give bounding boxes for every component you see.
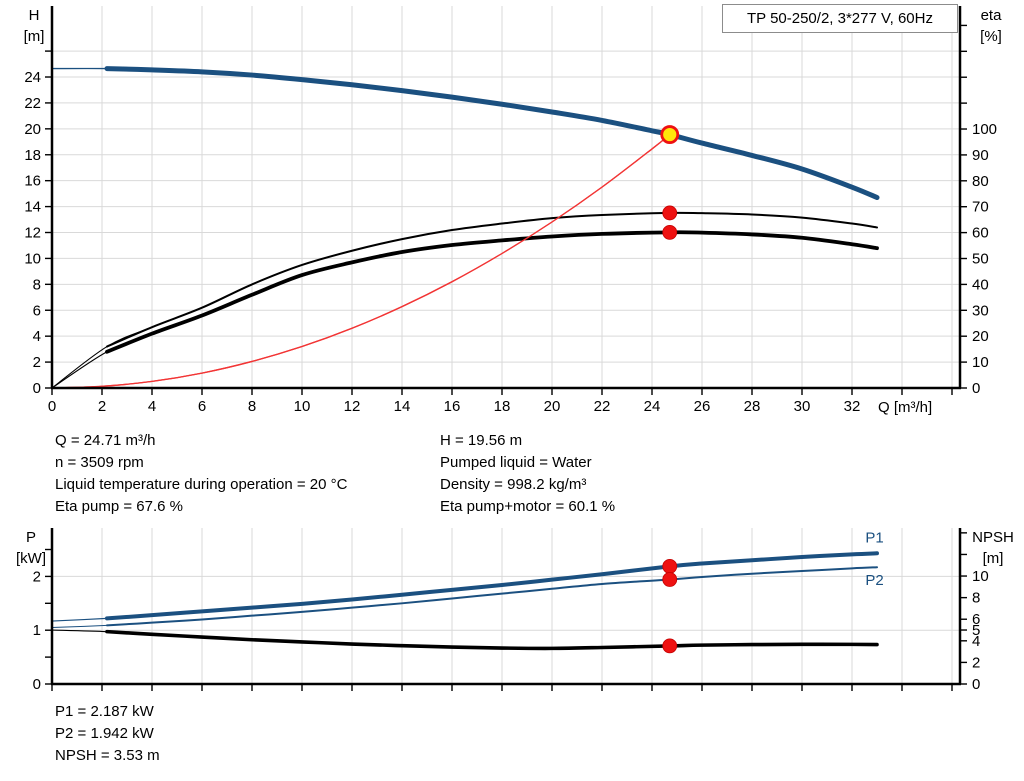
y-right-tick-label: 2 <box>972 654 980 671</box>
npsh-axis-unit: [m] <box>982 550 1004 567</box>
y-right-tick-label: 0 <box>972 676 980 693</box>
y-right-tick-label: 50 <box>972 251 989 268</box>
p-axis-symbol: P <box>25 529 36 546</box>
h-axis-symbol: H <box>28 7 40 24</box>
y-left-tick-label: 6 <box>33 302 41 319</box>
duty-dot-marker <box>662 572 678 587</box>
x-tick-label: 2 <box>98 398 106 415</box>
duty-point-marker <box>660 125 680 144</box>
y-right-tick-label: 20 <box>972 328 989 345</box>
y-left-tick-label: 2 <box>33 568 41 585</box>
y-left-tick-label: 16 <box>24 173 41 190</box>
y-right-tick-label: 10 <box>972 568 989 585</box>
y-left-tick-label: 20 <box>24 121 41 138</box>
eta-axis-label: eta [%] <box>968 5 1014 47</box>
npsh-axis-label: NPSH [m] <box>964 527 1022 569</box>
y-right-tick-label: 5 <box>972 622 980 639</box>
system-curve <box>51 133 671 389</box>
info-liquid-temp: Liquid temperature during operation = 20… <box>55 476 348 493</box>
x-tick-label: 32 <box>844 398 861 415</box>
head-curve <box>104 66 880 201</box>
y-left-tick-label: 0 <box>33 380 41 397</box>
x-tick-label: 24 <box>644 398 661 415</box>
x-tick-label: 0 <box>48 398 56 415</box>
y-right-tick-label: 30 <box>972 302 989 319</box>
x-tick-label: 18 <box>494 398 511 415</box>
y-right-tick-label: 90 <box>972 147 989 164</box>
y-left-tick-label: 12 <box>24 225 41 242</box>
info-eta-pump: Eta pump = 67.6 % <box>55 498 183 515</box>
x-tick-label: 28 <box>744 398 761 415</box>
info-q: Q = 24.71 m³/h <box>55 432 156 449</box>
info-h: H = 19.56 m <box>440 432 523 449</box>
p-axis-label: P [kW] <box>8 527 54 569</box>
p2-curve <box>106 566 878 627</box>
y-right-tick-label: 4 <box>972 633 980 650</box>
eta-pump-curve <box>106 211 878 348</box>
x-tick-label: 12 <box>344 398 361 415</box>
y-left-tick-label: 24 <box>24 69 41 86</box>
y-right-tick-label: 80 <box>972 173 989 190</box>
x-tick-label: 22 <box>594 398 611 415</box>
info-density: Density = 998.2 kg/m³ <box>440 476 587 493</box>
x-tick-label: 20 <box>544 398 561 415</box>
y-left-tick-label: 4 <box>33 328 41 345</box>
p1-curve <box>105 551 879 621</box>
y-right-tick-label: 10 <box>972 354 989 371</box>
q-axis-label: Q [m³/h] <box>878 399 933 416</box>
duty-dot-marker <box>662 638 678 654</box>
info-pumped-liquid: Pumped liquid = Water <box>440 454 592 471</box>
y-left-tick-label: 0 <box>33 676 41 693</box>
y-left-tick-label: 14 <box>24 199 41 216</box>
info-eta-pump-motor: Eta pump+motor = 60.1 % <box>440 498 616 515</box>
x-tick-label: 16 <box>444 398 461 415</box>
x-tick-label: 6 <box>198 398 206 415</box>
x-tick-label: 26 <box>694 398 711 415</box>
npsh-axis-symbol: NPSH <box>972 529 1014 546</box>
y-right-tick-label: 60 <box>972 225 989 242</box>
y-right-tick-label: 8 <box>972 590 980 607</box>
eta-pump-motor-curve <box>105 230 879 354</box>
eta-axis-unit: [%] <box>980 28 1002 45</box>
y-right-tick-label: 0 <box>972 380 980 397</box>
duty-dot-marker <box>662 558 678 574</box>
curve-label-p2: P2 <box>865 572 883 589</box>
info-n: n = 3509 rpm <box>55 454 144 471</box>
curve-label-p1: P1 <box>865 530 883 547</box>
duty-dot-marker <box>662 205 678 221</box>
y-right-tick-label: 6 <box>972 611 980 628</box>
x-tick-label: 4 <box>148 398 156 415</box>
y-right-tick-label: 100 <box>972 121 997 138</box>
p-axis-unit: [kW] <box>16 550 46 567</box>
pump-title-box: TP 50-250/2, 3*277 V, 60Hz <box>722 4 958 33</box>
duty-dot-marker <box>662 224 678 240</box>
pump-title: TP 50-250/2, 3*277 V, 60Hz <box>747 10 933 27</box>
info-p1: P1 = 2.187 kW <box>55 703 154 720</box>
y-left-tick-label: 8 <box>33 276 41 293</box>
y-left-tick-label: 22 <box>24 95 41 112</box>
y-left-tick-label: 10 <box>24 250 41 267</box>
y-left-tick-label: 2 <box>33 354 41 371</box>
y-right-tick-label: 40 <box>972 276 989 293</box>
npsh-curve <box>105 629 879 651</box>
y-right-tick-label: 70 <box>972 199 989 216</box>
x-tick-label: 30 <box>794 398 811 415</box>
head-curve-thin <box>51 67 878 199</box>
info-npsh: NPSH = 3.53 m <box>55 747 160 764</box>
x-tick-label: 8 <box>248 398 256 415</box>
y-left-tick-label: 18 <box>24 147 41 164</box>
x-tick-label: 14 <box>394 398 411 415</box>
info-p2: P2 = 1.942 kW <box>55 725 154 742</box>
y-left-tick-label: 1 <box>33 622 41 639</box>
x-tick-label: 10 <box>294 398 311 415</box>
h-axis-label: H [m] <box>14 5 54 47</box>
h-axis-unit: [m] <box>23 28 45 45</box>
eta-axis-symbol: eta <box>980 7 1002 24</box>
